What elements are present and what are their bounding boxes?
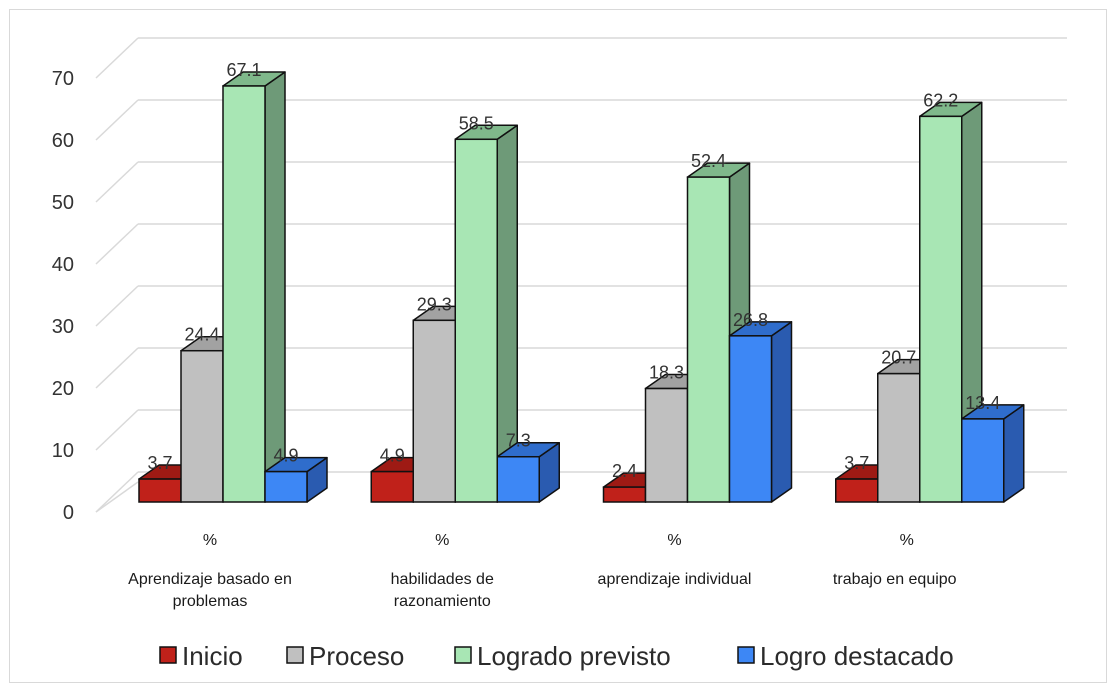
legend-item: Inicio: [159, 641, 243, 671]
data-label: 58.5: [459, 113, 494, 133]
bar-3-cat-2: [454, 124, 518, 503]
category-label: aprendizaje individual: [598, 571, 752, 588]
bar-3-cat-1: [222, 71, 286, 503]
bar-front: [602, 486, 647, 503]
gridline-diagonal: [95, 347, 139, 389]
category-label: Aprendizaje basado en: [128, 571, 292, 588]
bar-side: [1003, 404, 1025, 503]
legend-label: Proceso: [309, 641, 404, 671]
bar-front: [180, 349, 224, 503]
data-label: 29.3: [417, 294, 452, 314]
bar-4-cat-1: [264, 456, 328, 503]
legend-label: Logro destacado: [760, 641, 954, 671]
bar-front: [412, 319, 456, 503]
gridline-diagonal: [95, 161, 139, 203]
bar-4-cat-3: [728, 321, 793, 503]
legend-swatch: [286, 646, 304, 664]
data-label: 20.7: [881, 348, 916, 368]
bar-front: [644, 387, 689, 503]
data-label: 3.7: [844, 453, 869, 473]
gridline-diagonal: [95, 99, 139, 141]
bars: 3.7 24.4 67.1 4.9 4.9 29.3 58.5 7.3 2.4 18.3 52.4 2…: [138, 60, 1025, 503]
data-label: 2.4: [612, 461, 637, 481]
legend: Inicio Proceso Logrado previsto Logro desta…: [159, 641, 954, 671]
bar-side: [264, 71, 286, 503]
bar-front: [496, 455, 540, 503]
data-label: 4.9: [273, 446, 298, 466]
y-tick-label: 10: [52, 440, 74, 462]
category-label: razonamiento: [394, 593, 491, 610]
category-percent-label: %: [203, 532, 217, 549]
legend-label: Logrado previsto: [477, 641, 671, 671]
data-label: 24.4: [184, 325, 219, 345]
gridline-diagonal: [95, 37, 139, 79]
y-tick-label: 70: [52, 68, 74, 90]
legend-item: Logrado previsto: [454, 641, 671, 671]
gridline-diagonal: [95, 285, 139, 327]
data-label: 13.4: [965, 393, 1000, 413]
bar-front: [877, 372, 921, 503]
y-tick-label: 20: [52, 378, 74, 400]
data-label: 67.1: [226, 60, 261, 80]
data-label: 62.2: [923, 90, 958, 110]
y-tick-label: 0: [63, 502, 74, 524]
legend-swatch: [159, 646, 177, 664]
category-percent-label: %: [667, 532, 681, 549]
bar-front: [454, 138, 498, 503]
y-axis-ticks: 0 10 20 30 40 50 60 70: [52, 68, 74, 524]
legend-swatch: [454, 646, 472, 664]
bar-front: [264, 470, 308, 503]
bar-front: [961, 418, 1005, 503]
category-labels: % Aprendizaje basado en problemas% habilida…: [128, 532, 957, 610]
y-tick-label: 30: [52, 316, 74, 338]
data-label: 4.9: [380, 446, 405, 466]
category-percent-label: %: [435, 532, 449, 549]
bar-front: [370, 470, 414, 503]
category-percent-label: %: [900, 532, 914, 549]
legend-label: Inicio: [182, 641, 243, 671]
data-label: 18.3: [649, 363, 684, 383]
bar-front: [835, 478, 879, 503]
bar-3-cat-4: [919, 101, 983, 503]
category-label: habilidades de: [391, 571, 494, 588]
gridline-diagonal: [95, 471, 139, 513]
bar-front: [222, 85, 266, 503]
legend-swatch: [737, 646, 755, 664]
category-label: problemas: [173, 593, 248, 610]
bar-4-cat-4: [961, 404, 1025, 503]
bar-front: [138, 478, 182, 503]
bar-4-cat-2: [496, 441, 560, 503]
gridline-diagonal: [95, 223, 139, 265]
bar-side: [770, 321, 793, 503]
legend-item: Logro destacado: [737, 641, 954, 671]
data-label: 7.3: [506, 431, 531, 451]
y-tick-label: 40: [52, 254, 74, 276]
legend-item: Proceso: [286, 641, 404, 671]
data-label: 52.4: [691, 151, 726, 171]
gridline-diagonal: [95, 409, 139, 451]
data-label: 26.8: [733, 310, 768, 330]
bar-front: [919, 115, 963, 503]
y-tick-label: 60: [52, 130, 74, 152]
floor-left-edge: [95, 481, 139, 513]
y-tick-label: 50: [52, 192, 74, 214]
data-label: 3.7: [147, 453, 172, 473]
category-label: trabajo en equipo: [833, 571, 957, 588]
grid-lines: [95, 37, 1067, 513]
bar-front: [686, 176, 731, 503]
bar-front: [728, 335, 773, 503]
